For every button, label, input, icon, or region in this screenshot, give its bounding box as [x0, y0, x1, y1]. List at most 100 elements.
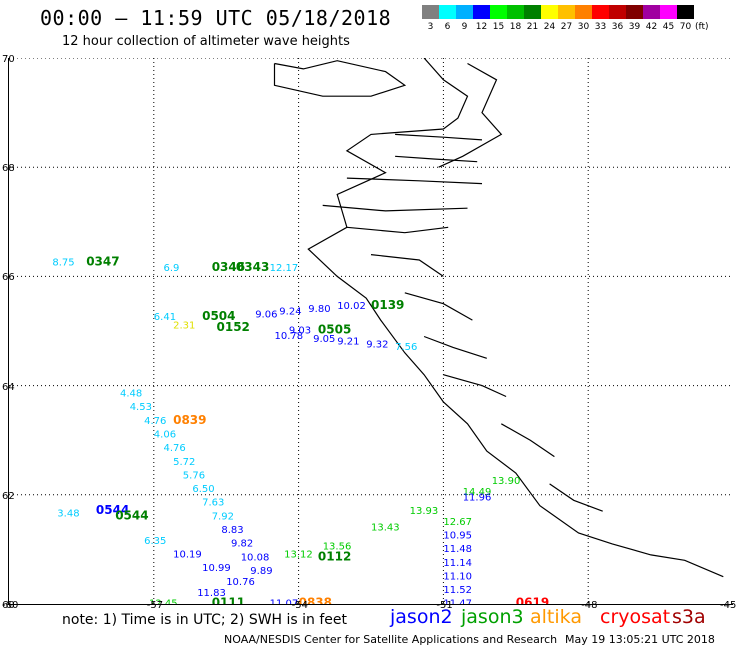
- observation-time-label: 0346: [212, 260, 245, 274]
- observation-swh-label: 12.17: [270, 263, 299, 274]
- legend-swatch: [660, 5, 677, 19]
- observation-swh-label: 3.48: [57, 509, 79, 520]
- observation-swh-label: 6.41: [154, 312, 176, 323]
- coastline: [307, 58, 724, 578]
- lon-tick-label: -57: [146, 600, 164, 611]
- coastline: [395, 133, 483, 141]
- lon-tick-label: -48: [581, 600, 598, 611]
- observation-swh-label: 9.03: [289, 326, 311, 337]
- legend-label: 42: [645, 22, 658, 32]
- satellite-legend-cryosat: cryosat: [600, 606, 671, 628]
- satellite-legend-s3a: s3a: [672, 606, 706, 628]
- observation-swh-label: 9.05: [313, 334, 335, 345]
- footer-timestamp: May 19 13:05:21 UTC 2018: [565, 633, 715, 646]
- observation-swh-label: 10.95: [443, 531, 472, 542]
- observation-swh-label: 6.35: [144, 536, 166, 547]
- legend-label: 24: [543, 22, 556, 32]
- satellite-legend-jason3: jason3: [461, 606, 524, 628]
- coastline: [438, 62, 503, 168]
- observation-swh-label: 9.21: [337, 337, 359, 348]
- legend-label: 18: [509, 22, 522, 32]
- observation-swh-label: 12.45: [149, 599, 178, 605]
- observation-time-label: 0505: [318, 323, 351, 337]
- legend-swatch: [626, 5, 643, 19]
- observation-swh-label: 11.10: [443, 571, 472, 582]
- observation-swh-label: 2.31: [173, 320, 195, 331]
- legend-label: 9: [461, 22, 468, 32]
- observation-time-label: 0544: [96, 503, 129, 517]
- observation-swh-label: 10.99: [202, 563, 231, 574]
- legend-swatch: [422, 5, 439, 19]
- observation-swh-label: 4.48: [120, 389, 142, 400]
- observation-swh-label: 5.72: [173, 457, 195, 468]
- observation-swh-label: 10.19: [173, 550, 202, 561]
- coastline: [273, 60, 407, 97]
- lat-tick-label: 70: [2, 54, 15, 65]
- legend-swatch: [490, 5, 507, 19]
- observation-swh-label: 9.24: [279, 307, 301, 318]
- coastline: [404, 292, 473, 321]
- color-legend: [422, 5, 694, 19]
- legend-swatch: [558, 5, 575, 19]
- lat-tick-label: 62: [2, 490, 15, 502]
- observation-swh-label: 11.47: [443, 599, 472, 605]
- legend-swatch: [541, 5, 558, 19]
- observation-swh-label: 7.92: [212, 511, 234, 522]
- observation-swh-label: 10.76: [226, 577, 255, 588]
- observation-time-label: 0343: [236, 260, 269, 274]
- legend-swatch: [456, 5, 473, 19]
- satellite-legend-jason2: jason2: [390, 606, 453, 628]
- note-text: note: 1) Time is in UTC; 2) SWH is in fe…: [62, 612, 348, 628]
- observation-swh-label: 10.02: [337, 301, 366, 312]
- footer-credit: NOAA/NESDIS Center for Satellite Applica…: [224, 633, 558, 646]
- observation-swh-label: 14.49: [463, 487, 492, 498]
- observation-swh-label: 7.56: [395, 342, 417, 353]
- legend-swatch: [609, 5, 626, 19]
- coastline: [346, 226, 449, 234]
- observation-time-label: 0139: [371, 298, 404, 312]
- lat-tick-label: 66: [2, 272, 15, 284]
- legend-label: 27: [560, 22, 573, 32]
- observation-swh-label: 13.43: [371, 522, 400, 533]
- legend-label: 12: [475, 22, 488, 32]
- lon-tick-label: -51: [436, 600, 453, 611]
- lat-tick-label: 64: [2, 381, 15, 393]
- legend-label: 33: [594, 22, 607, 32]
- observation-swh-label: 13.90: [492, 476, 521, 487]
- observation-swh-label: 4.76: [144, 416, 166, 427]
- observation-swh-label: 7.63: [202, 498, 224, 509]
- lon-tick-label: -60: [2, 600, 19, 611]
- color-legend-labels: 3 6 9 12 15 18 21 24 27 30 33 36 39 42 45 70: [422, 22, 694, 32]
- legend-label: 45: [662, 22, 675, 32]
- lat-tick-label: 60: [2, 600, 15, 611]
- coastline: [346, 177, 483, 185]
- observation-time-label: 0838: [299, 596, 332, 605]
- legend-label: 21: [526, 22, 539, 32]
- lon-tick-label: -45: [720, 600, 737, 611]
- observation-swh-label: 6.50: [192, 484, 214, 495]
- lon-tick-label: -54: [291, 600, 308, 611]
- legend-label: 70: [679, 22, 692, 32]
- legend-label: 15: [492, 22, 505, 32]
- coastline: [443, 374, 507, 398]
- legend-swatch: [473, 5, 490, 19]
- lat-tick-label: 68: [2, 163, 15, 175]
- coastline: [370, 254, 444, 277]
- observation-time-label: 0347: [86, 255, 119, 269]
- observation-time-label: 0504: [202, 309, 235, 323]
- observation-swh-label: 6.9: [164, 263, 180, 274]
- legend-swatch: [643, 5, 660, 19]
- observation-swh-label: 11.83: [197, 588, 226, 599]
- satellite-legend-altika: altika: [530, 606, 582, 628]
- observation-time-label: 0544: [115, 508, 148, 522]
- observation-swh-label: 9.32: [366, 339, 388, 350]
- observation-swh-label: 9.06: [255, 309, 277, 320]
- observation-swh-label: 11.07: [270, 599, 299, 605]
- legend-swatch: [592, 5, 609, 19]
- legend-swatch: [507, 5, 524, 19]
- observation-swh-label: 9.82: [231, 539, 253, 550]
- legend-unit: (ft): [695, 22, 709, 32]
- title: 00:00 – 11:59 UTC 05/18/2018: [40, 6, 392, 30]
- observation-swh-label: 13.12: [284, 550, 313, 561]
